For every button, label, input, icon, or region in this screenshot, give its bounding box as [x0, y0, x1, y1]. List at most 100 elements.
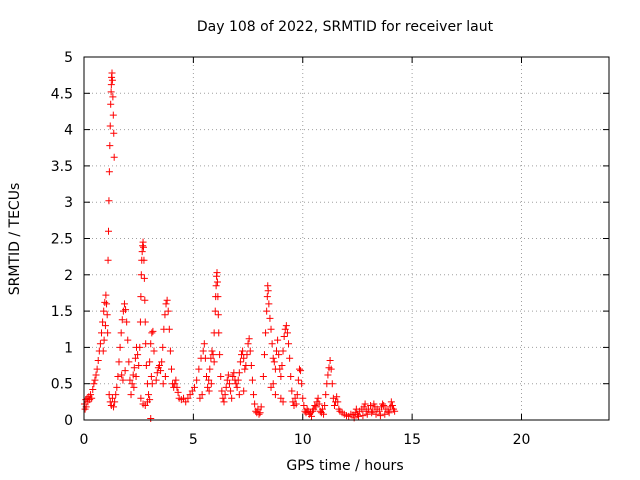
data-point — [105, 197, 113, 205]
data-point — [152, 376, 160, 384]
data-point — [130, 364, 138, 372]
data-point — [127, 391, 135, 399]
data-point — [314, 394, 322, 402]
data-point — [320, 410, 328, 418]
data-point — [126, 376, 134, 384]
data-point — [214, 311, 222, 319]
data-point — [161, 311, 169, 319]
data-point — [204, 383, 212, 391]
data-point — [107, 100, 115, 108]
data-point — [288, 387, 296, 395]
data-point — [96, 340, 104, 348]
data-point — [327, 365, 335, 373]
data-point — [123, 318, 131, 326]
data-point — [171, 380, 179, 388]
data-point — [212, 282, 220, 290]
data-point — [370, 400, 378, 408]
data-point — [198, 391, 206, 399]
data-point — [159, 380, 167, 388]
data-point — [257, 403, 265, 411]
data-point — [256, 409, 264, 417]
data-point — [143, 398, 151, 406]
data-point — [148, 380, 156, 388]
data-point — [281, 325, 289, 333]
data-point — [88, 394, 96, 402]
data-point — [283, 329, 291, 337]
tick-labels: 0 0.5 1 1.5 2 2.5 3 3.5 4 4.5 5 0 5 10 15 20 — [51, 50, 531, 448]
data-point — [387, 398, 395, 406]
data-point — [135, 362, 143, 370]
y-tick-label: 2 — [64, 268, 73, 284]
data-point — [208, 347, 216, 355]
x-tick-label: 15 — [403, 432, 421, 448]
data-point — [104, 329, 112, 337]
data-point — [352, 405, 360, 413]
data-point — [110, 153, 118, 161]
data-point — [220, 398, 228, 406]
y-tick-label: 3.5 — [51, 159, 73, 175]
data-point — [210, 358, 218, 366]
y-tick-label: 2.5 — [51, 232, 73, 248]
data-point — [299, 394, 307, 402]
data-point — [118, 316, 126, 324]
data-point — [228, 394, 236, 402]
data-point — [376, 412, 384, 420]
y-tick-label: 1.5 — [51, 304, 73, 320]
data-point — [186, 391, 194, 399]
data-point — [91, 376, 99, 384]
data-point — [300, 401, 308, 409]
data-point — [360, 403, 368, 411]
data-point — [248, 376, 256, 384]
data-point — [263, 293, 271, 301]
data-point — [159, 343, 167, 351]
data-point — [223, 376, 231, 384]
data-point — [207, 354, 215, 362]
data-point — [140, 256, 148, 264]
data-point — [333, 393, 341, 401]
data-point — [367, 401, 375, 409]
data-point — [227, 387, 235, 395]
data-point — [115, 358, 123, 366]
data-point — [276, 365, 284, 373]
data-point — [262, 329, 270, 337]
data-point — [368, 409, 376, 417]
data-point — [214, 293, 222, 301]
data-point — [225, 380, 233, 388]
data-point — [295, 365, 303, 373]
data-point — [114, 372, 122, 380]
data-point — [129, 371, 137, 379]
data-point — [278, 362, 286, 370]
data-point — [141, 296, 149, 304]
data-point — [282, 322, 290, 330]
data-point — [116, 343, 124, 351]
data-point — [240, 387, 248, 395]
data-point — [107, 81, 115, 89]
data-point — [251, 400, 259, 408]
data-point — [355, 412, 363, 420]
data-point — [108, 69, 116, 77]
data-point — [294, 376, 302, 384]
data-point — [219, 394, 227, 402]
data-point — [263, 307, 271, 315]
data-point — [158, 358, 166, 366]
data-point — [140, 274, 148, 282]
data-point — [203, 372, 210, 380]
data-point — [147, 340, 155, 348]
data-point — [110, 403, 118, 411]
data-point — [379, 400, 387, 408]
data-point — [293, 391, 301, 399]
plot-frame — [83, 56, 610, 421]
data-point — [232, 380, 240, 388]
data-point — [330, 401, 338, 409]
data-point — [106, 122, 114, 130]
x-tick-label: 5 — [189, 432, 198, 448]
data-point — [269, 380, 277, 388]
data-point — [173, 383, 181, 391]
data-point — [322, 391, 330, 399]
data-point — [271, 391, 279, 399]
data-point — [124, 336, 132, 344]
data-point — [98, 329, 105, 337]
data-point — [213, 278, 221, 286]
data-point — [141, 318, 149, 326]
